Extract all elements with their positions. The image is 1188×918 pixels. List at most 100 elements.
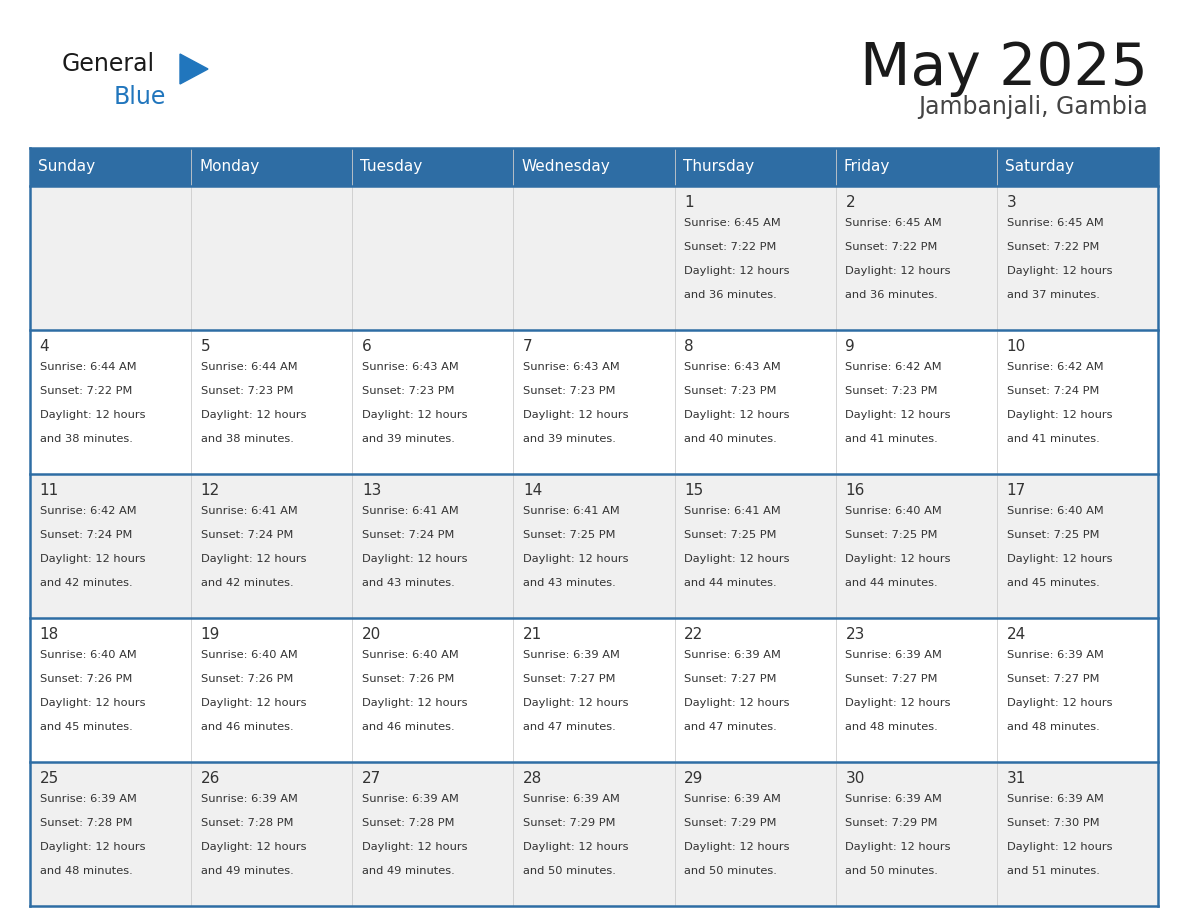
- Text: Daylight: 12 hours: Daylight: 12 hours: [846, 410, 950, 420]
- Text: 24: 24: [1006, 627, 1025, 642]
- Text: Thursday: Thursday: [683, 160, 753, 174]
- Text: and 46 minutes.: and 46 minutes.: [201, 722, 293, 732]
- Text: Sunset: 7:24 PM: Sunset: 7:24 PM: [1006, 386, 1099, 397]
- Text: Sunrise: 6:40 AM: Sunrise: 6:40 AM: [1006, 507, 1104, 517]
- Bar: [30, 186, 1158, 330]
- Text: 20: 20: [362, 627, 381, 642]
- Text: Wednesday: Wednesday: [522, 160, 611, 174]
- Text: 31: 31: [1006, 770, 1026, 786]
- Text: Sunset: 7:22 PM: Sunset: 7:22 PM: [684, 242, 777, 252]
- Text: and 41 minutes.: and 41 minutes.: [846, 433, 939, 443]
- Text: Daylight: 12 hours: Daylight: 12 hours: [684, 410, 790, 420]
- Text: Daylight: 12 hours: Daylight: 12 hours: [523, 842, 628, 852]
- Text: Sunrise: 6:45 AM: Sunrise: 6:45 AM: [846, 218, 942, 229]
- Text: Daylight: 12 hours: Daylight: 12 hours: [846, 842, 950, 852]
- Bar: [30, 762, 1158, 906]
- Text: General: General: [62, 52, 156, 76]
- Text: Daylight: 12 hours: Daylight: 12 hours: [1006, 410, 1112, 420]
- Text: Sunrise: 6:39 AM: Sunrise: 6:39 AM: [201, 794, 298, 804]
- Text: and 40 minutes.: and 40 minutes.: [684, 433, 777, 443]
- Text: Sunrise: 6:43 AM: Sunrise: 6:43 AM: [684, 363, 781, 373]
- Text: and 42 minutes.: and 42 minutes.: [39, 577, 132, 588]
- Text: Sunrise: 6:44 AM: Sunrise: 6:44 AM: [201, 363, 297, 373]
- Text: Sunrise: 6:45 AM: Sunrise: 6:45 AM: [684, 218, 781, 229]
- Text: and 44 minutes.: and 44 minutes.: [846, 577, 939, 588]
- Text: 6: 6: [362, 339, 372, 353]
- Text: Daylight: 12 hours: Daylight: 12 hours: [39, 410, 145, 420]
- Text: Sunset: 7:29 PM: Sunset: 7:29 PM: [846, 818, 937, 828]
- Text: 11: 11: [39, 483, 59, 498]
- Text: Sunset: 7:29 PM: Sunset: 7:29 PM: [684, 818, 777, 828]
- Text: and 47 minutes.: and 47 minutes.: [523, 722, 615, 732]
- Bar: [30, 148, 1158, 186]
- Text: 1: 1: [684, 195, 694, 209]
- Text: Sunrise: 6:39 AM: Sunrise: 6:39 AM: [362, 794, 459, 804]
- Text: May 2025: May 2025: [860, 40, 1148, 97]
- Text: Sunrise: 6:43 AM: Sunrise: 6:43 AM: [523, 363, 620, 373]
- Text: and 48 minutes.: and 48 minutes.: [1006, 722, 1099, 732]
- Text: Sunrise: 6:41 AM: Sunrise: 6:41 AM: [523, 507, 620, 517]
- Text: and 48 minutes.: and 48 minutes.: [39, 866, 132, 876]
- Text: 17: 17: [1006, 483, 1025, 498]
- Text: and 47 minutes.: and 47 minutes.: [684, 722, 777, 732]
- Text: Sunrise: 6:40 AM: Sunrise: 6:40 AM: [846, 507, 942, 517]
- Text: Sunrise: 6:42 AM: Sunrise: 6:42 AM: [39, 507, 137, 517]
- Text: and 50 minutes.: and 50 minutes.: [846, 866, 939, 876]
- Text: Sunset: 7:28 PM: Sunset: 7:28 PM: [39, 818, 132, 828]
- Text: Daylight: 12 hours: Daylight: 12 hours: [523, 554, 628, 564]
- Text: 23: 23: [846, 627, 865, 642]
- Text: Tuesday: Tuesday: [360, 160, 423, 174]
- Text: 28: 28: [523, 770, 543, 786]
- Text: Daylight: 12 hours: Daylight: 12 hours: [523, 410, 628, 420]
- Text: Sunset: 7:24 PM: Sunset: 7:24 PM: [39, 531, 132, 540]
- Text: and 41 minutes.: and 41 minutes.: [1006, 433, 1099, 443]
- Text: Daylight: 12 hours: Daylight: 12 hours: [39, 698, 145, 708]
- Text: Daylight: 12 hours: Daylight: 12 hours: [846, 698, 950, 708]
- Text: Sunrise: 6:43 AM: Sunrise: 6:43 AM: [362, 363, 459, 373]
- Text: and 36 minutes.: and 36 minutes.: [684, 290, 777, 299]
- Text: 10: 10: [1006, 339, 1025, 353]
- Text: Sunset: 7:23 PM: Sunset: 7:23 PM: [523, 386, 615, 397]
- Text: 18: 18: [39, 627, 59, 642]
- Text: and 43 minutes.: and 43 minutes.: [523, 577, 615, 588]
- Text: and 45 minutes.: and 45 minutes.: [39, 722, 132, 732]
- Text: Daylight: 12 hours: Daylight: 12 hours: [684, 266, 790, 276]
- Text: Sunset: 7:27 PM: Sunset: 7:27 PM: [684, 674, 777, 684]
- Text: Daylight: 12 hours: Daylight: 12 hours: [201, 842, 307, 852]
- Text: and 46 minutes.: and 46 minutes.: [362, 722, 455, 732]
- Text: 12: 12: [201, 483, 220, 498]
- Text: Daylight: 12 hours: Daylight: 12 hours: [1006, 698, 1112, 708]
- Text: Daylight: 12 hours: Daylight: 12 hours: [201, 698, 307, 708]
- Text: Daylight: 12 hours: Daylight: 12 hours: [201, 554, 307, 564]
- Text: Sunset: 7:26 PM: Sunset: 7:26 PM: [201, 674, 293, 684]
- Text: 16: 16: [846, 483, 865, 498]
- Text: 25: 25: [39, 770, 59, 786]
- Text: Sunrise: 6:39 AM: Sunrise: 6:39 AM: [684, 794, 782, 804]
- Bar: [30, 618, 1158, 762]
- Text: Sunset: 7:25 PM: Sunset: 7:25 PM: [523, 531, 615, 540]
- Text: Daylight: 12 hours: Daylight: 12 hours: [362, 842, 467, 852]
- Text: 2: 2: [846, 195, 855, 209]
- Text: and 45 minutes.: and 45 minutes.: [1006, 577, 1099, 588]
- Text: Sunrise: 6:40 AM: Sunrise: 6:40 AM: [362, 650, 459, 660]
- Text: Daylight: 12 hours: Daylight: 12 hours: [523, 698, 628, 708]
- Text: and 43 minutes.: and 43 minutes.: [362, 577, 455, 588]
- Text: 27: 27: [362, 770, 381, 786]
- Text: Daylight: 12 hours: Daylight: 12 hours: [1006, 266, 1112, 276]
- Text: Sunset: 7:27 PM: Sunset: 7:27 PM: [523, 674, 615, 684]
- Text: Sunset: 7:23 PM: Sunset: 7:23 PM: [846, 386, 937, 397]
- Polygon shape: [181, 54, 208, 84]
- Text: 13: 13: [362, 483, 381, 498]
- Text: Sunset: 7:23 PM: Sunset: 7:23 PM: [362, 386, 455, 397]
- Text: and 37 minutes.: and 37 minutes.: [1006, 290, 1099, 299]
- Text: Sunrise: 6:40 AM: Sunrise: 6:40 AM: [39, 650, 137, 660]
- Text: Sunset: 7:22 PM: Sunset: 7:22 PM: [1006, 242, 1099, 252]
- Text: 5: 5: [201, 339, 210, 353]
- Text: Sunrise: 6:39 AM: Sunrise: 6:39 AM: [1006, 650, 1104, 660]
- Text: Sunrise: 6:42 AM: Sunrise: 6:42 AM: [1006, 363, 1104, 373]
- Text: Sunrise: 6:44 AM: Sunrise: 6:44 AM: [39, 363, 137, 373]
- Text: and 38 minutes.: and 38 minutes.: [39, 433, 133, 443]
- Text: 15: 15: [684, 483, 703, 498]
- Text: Sunrise: 6:39 AM: Sunrise: 6:39 AM: [684, 650, 782, 660]
- Text: Daylight: 12 hours: Daylight: 12 hours: [1006, 554, 1112, 564]
